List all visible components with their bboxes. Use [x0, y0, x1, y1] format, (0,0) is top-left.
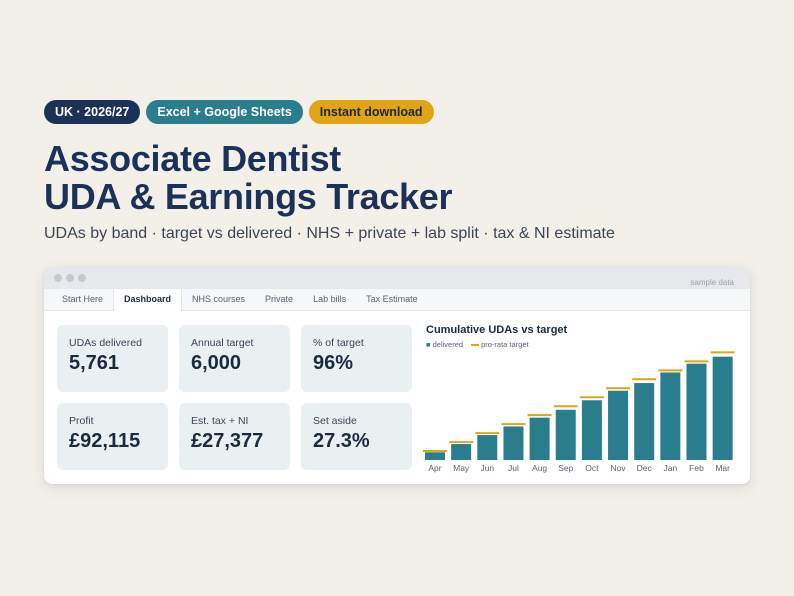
title-line-1: Associate Dentist [44, 138, 341, 179]
kpi-label: UDAs delivered [69, 337, 142, 349]
bar-delivered-jan [660, 372, 681, 460]
window-titlebar: sample data [44, 267, 750, 289]
tab-dashboard[interactable]: Dashboard [113, 289, 183, 311]
x-tick-label: Jul [508, 463, 519, 473]
bar-delivered-jul [503, 426, 524, 460]
x-tick-label: Nov [610, 463, 626, 473]
kpi-card-udas-delivered: UDAs delivered 5,761 [57, 325, 168, 392]
kpi-value: 6,000 [191, 352, 242, 374]
kpi-value: 96% [313, 352, 354, 374]
x-tick-label: Aug [532, 463, 547, 473]
bar-delivered-feb [686, 363, 707, 460]
tab-private[interactable]: Private [265, 294, 294, 304]
kpi-label: Set aside [313, 415, 357, 427]
bar-delivered-mar [712, 356, 733, 460]
tab-lab-bills[interactable]: Lab bills [313, 294, 347, 304]
kpi-card-tax-ni: Est. tax + NI £27,377 [179, 403, 290, 470]
kpi-label: % of target [313, 337, 364, 349]
kpi-label: Profit [69, 415, 94, 427]
page-title: Associate Dentist UDA & Earnings Tracker [44, 138, 453, 217]
kpi-card-profit: Profit £92,115 [57, 403, 168, 470]
kpi-label: Est. tax + NI [191, 415, 249, 427]
kpi-value: 5,761 [69, 352, 120, 374]
window-dot-minimize-icon[interactable] [66, 274, 74, 282]
spreadsheet-window: sample data Start Here Dashboard NHS cou… [44, 267, 750, 484]
x-tick-label: Jan [663, 463, 677, 473]
kpi-value: £27,377 [191, 430, 264, 452]
legend-label: pro-rata target [481, 340, 529, 349]
tab-nhs-courses[interactable]: NHS courses [192, 294, 246, 304]
bar-delivered-nov [608, 390, 629, 460]
window-dot-maximize-icon[interactable] [78, 274, 86, 282]
legend-swatch-delivered: ■ [426, 340, 431, 349]
chart-title: Cumulative UDAs vs target [426, 324, 568, 336]
window-dot-close-icon[interactable] [54, 274, 62, 282]
x-tick-label: Dec [637, 463, 653, 473]
sheet-tabs: Start Here Dashboard NHS courses Private… [44, 289, 750, 311]
x-tick-label: Feb [689, 463, 704, 473]
x-tick-label: May [453, 463, 470, 473]
bar-delivered-apr [425, 452, 445, 460]
title-line-2: UDA & Earnings Tracker [44, 176, 453, 217]
x-tick-label: Jun [480, 463, 494, 473]
format-badge: Excel + Google Sheets [146, 100, 303, 124]
bar-delivered-jun [477, 435, 498, 460]
x-tick-label: Sep [558, 463, 573, 473]
kpi-card-annual-target: Annual target 6,000 [179, 325, 290, 392]
region-year-badge: UK · 2026/27 [44, 100, 141, 124]
page-subtitle: UDAs by band · target vs delivered · NHS… [44, 225, 615, 242]
kpi-value: 27.3% [313, 430, 370, 452]
kpi-label: Annual target [191, 337, 254, 349]
tab-tax-estimate[interactable]: Tax Estimate [366, 294, 418, 304]
kpi-value: £92,115 [69, 430, 141, 452]
download-badge: Instant download [308, 100, 434, 124]
legend-item-delivered: ■ delivered [426, 340, 463, 349]
kpi-card-set-aside: Set aside 27.3% [301, 403, 412, 470]
badge-row: UK · 2026/27 Excel + Google Sheets Insta… [44, 100, 434, 124]
chart-legend: ■ delivered pro-rata target [426, 340, 529, 349]
x-tick-label: Oct [585, 463, 599, 473]
kpi-card-percent-of-target: % of target 96% [301, 325, 412, 392]
tab-start-here[interactable]: Start Here [62, 294, 104, 304]
legend-swatch-target [471, 344, 480, 347]
sample-data-label: sample data [690, 278, 734, 287]
bar-delivered-dec [634, 383, 655, 460]
cumulative-uda-chart: Apr May Jun Jul Aug Sep Oct Nov Dec Jan Feb Mar [423, 351, 735, 473]
bar-delivered-oct [581, 400, 602, 460]
legend-label: delivered [432, 340, 464, 349]
legend-item-target: pro-rata target [471, 340, 529, 349]
bar-delivered-aug [529, 417, 550, 460]
x-tick-label: Mar [715, 463, 730, 473]
x-tick-label: Apr [428, 463, 441, 473]
bar-delivered-may [451, 444, 472, 460]
bar-delivered-sep [555, 409, 576, 460]
